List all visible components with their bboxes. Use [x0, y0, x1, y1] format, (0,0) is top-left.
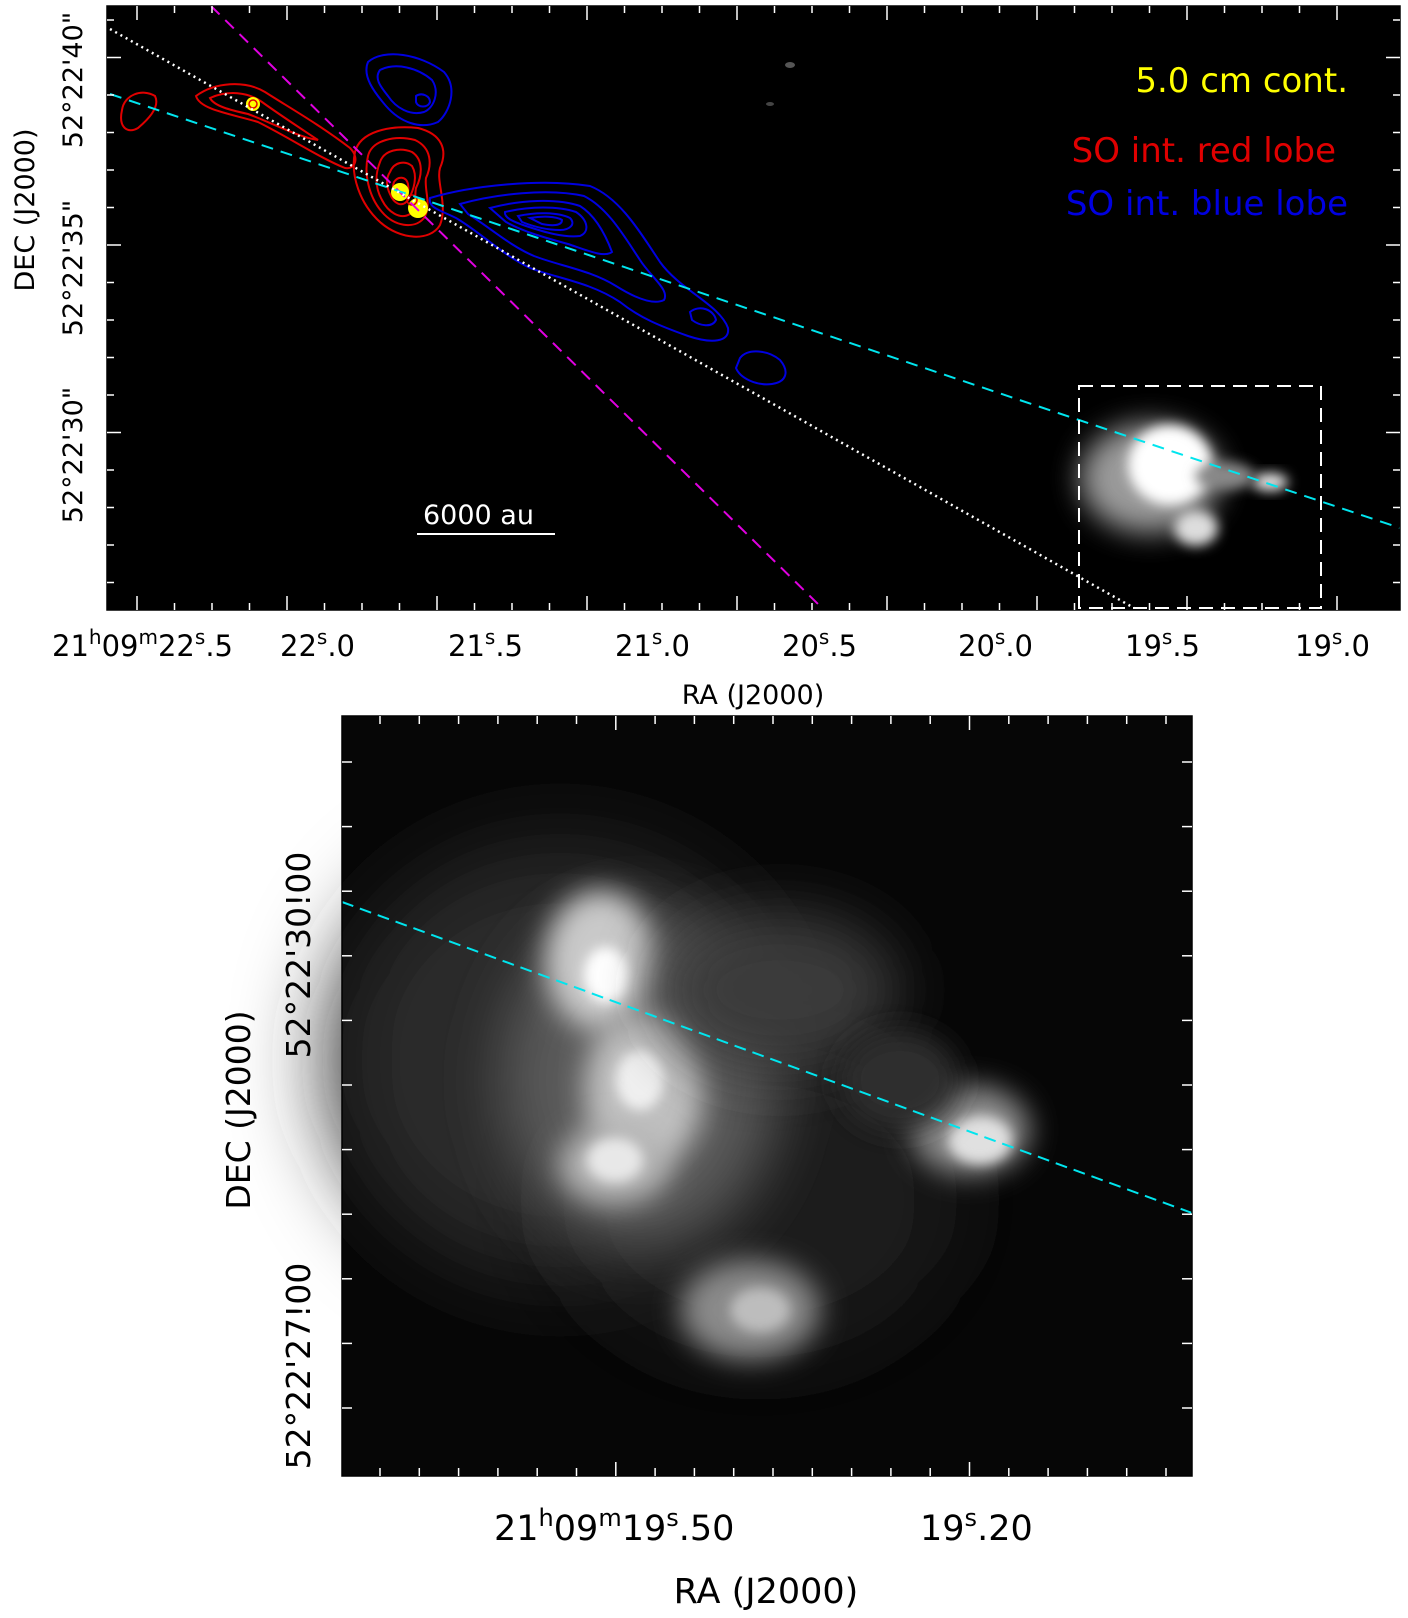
- white-source: [1080, 423, 1288, 546]
- top-xtick-label: 20s.0: [958, 625, 1033, 663]
- bottom-xtick-label: 21h09m19s.50: [494, 1504, 734, 1549]
- bottom-xlabel: RA (J2000): [674, 1572, 859, 1612]
- faint-dot: [766, 102, 774, 106]
- bottom-ylabel: DEC (J2000): [219, 1010, 258, 1209]
- top-panel: 6000 au 5.0 cm cont. SO int. red lobe SO…: [10, 5, 1401, 711]
- bottom-yticks: 52°22'30!00 52°22'27!00: [279, 852, 318, 1470]
- top-xtick-label: 22s.0: [280, 625, 355, 663]
- top-xtick-label: 21s.5: [448, 625, 523, 663]
- magenta-dashed-line: [210, 5, 823, 609]
- top-ytick-label: 52°22'30": [58, 387, 89, 523]
- top-xtick-label: 21h09m22s.5: [52, 625, 233, 663]
- top-xticks: 21h09m22s.5 22s.0 21s.5 21s.0 20s.5 20s.…: [52, 625, 1370, 663]
- bottom-xticks: 21h09m19s.50 19s.20: [494, 1504, 1033, 1549]
- top-xtick-label: 20s.5: [782, 625, 857, 663]
- bottom-nebula: [330, 840, 1030, 1360]
- legend-item-blue: SO int. blue lobe: [1066, 184, 1348, 224]
- white-dotted-line: [109, 27, 1135, 610]
- legend-item-cont: 5.0 cm cont.: [1135, 61, 1348, 101]
- top-frame: [106, 5, 1401, 611]
- bottom-frame: [341, 715, 1193, 1477]
- zoom-box: [1078, 385, 1322, 609]
- top-xtick-label: 21s.0: [615, 625, 690, 663]
- bottom-xtick-label: 19s.20: [920, 1504, 1033, 1549]
- top-xtick-label: 19s.0: [1295, 625, 1370, 663]
- bottom-ytick-label: 52°22'30!00: [279, 852, 318, 1059]
- bottom-ticks: [342, 716, 1192, 1476]
- top-ylabel: DEC (J2000): [10, 128, 41, 291]
- faint-dot: [785, 62, 795, 68]
- bottom-ytick-label: 52°22'27!00: [279, 1263, 318, 1470]
- cyan-dashed-line: [109, 93, 1401, 529]
- top-xlabel: RA (J2000): [682, 680, 824, 711]
- top-ticks: [107, 6, 1400, 610]
- top-ytick-label: 52°22'35": [58, 200, 89, 336]
- top-ytick-label: 52°22'40": [58, 12, 89, 148]
- legend: 5.0 cm cont. SO int. red lobe SO int. bl…: [1066, 61, 1348, 224]
- legend-item-red: SO int. red lobe: [1072, 131, 1336, 171]
- scalebar-label: 6000 au: [423, 500, 534, 531]
- bottom-panel: 52°22'30!00 52°22'27!00 DEC (J2000) 21h0…: [219, 715, 1193, 1612]
- top-yticks: 52°22'40" 52°22'35" 52°22'30": [58, 12, 89, 523]
- top-xtick-label: 19s.5: [1125, 625, 1200, 663]
